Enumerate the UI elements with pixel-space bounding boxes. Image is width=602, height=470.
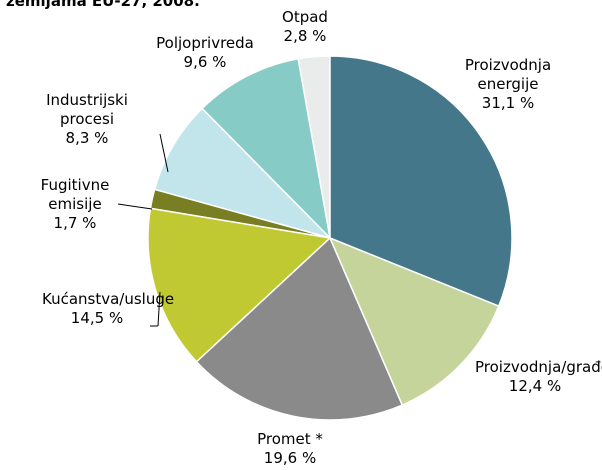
slice-label: Industrijski procesi 8,3 % xyxy=(32,91,142,148)
chart-title: zemljama EU-27, 2008. xyxy=(6,0,200,10)
pie-slice xyxy=(329,55,513,308)
slice-label: Promet * 19,6 % xyxy=(230,430,350,468)
pie-slice xyxy=(201,57,332,241)
slice-label: Otpad 2,8 % xyxy=(265,8,345,46)
category-label: Proizvodnja/građevina xyxy=(475,358,602,376)
leader-line xyxy=(159,133,169,173)
category-label: Promet * xyxy=(257,430,323,448)
category-label: Kućanstva/usluge xyxy=(42,290,175,308)
category-label: Proizvodnja energije xyxy=(464,56,552,93)
pie-slice xyxy=(147,207,332,363)
pie-slice xyxy=(153,107,333,240)
slice-label: Proizvodnja energije 31,1 % xyxy=(443,56,573,113)
value-label: 19,6 % xyxy=(263,449,317,467)
category-label: Otpad xyxy=(282,8,328,26)
pie-slice xyxy=(195,236,404,421)
slice-label: Proizvodnja/građevina12,4 % xyxy=(475,358,602,396)
value-label: 12,4 % xyxy=(508,377,562,395)
value-label: 14,5 % xyxy=(70,309,124,327)
slice-label: Fugitivne emisije 1,7 % xyxy=(20,176,130,233)
value-label: 8,3 % xyxy=(65,129,109,147)
category-label: Industrijski procesi xyxy=(46,91,128,128)
leader-line xyxy=(117,203,153,210)
value-label: 9,6 % xyxy=(183,53,227,71)
category-label: Poljoprivreda xyxy=(156,34,254,52)
pie-slice xyxy=(328,236,500,407)
value-label: 31,1 % xyxy=(481,94,535,112)
value-label: 2,8 % xyxy=(283,27,327,45)
leader-line xyxy=(157,291,161,327)
slice-label: Kućanstva/usluge 14,5 % xyxy=(42,290,175,328)
value-label: 1,7 % xyxy=(53,214,97,232)
category-label: Fugitivne emisije xyxy=(40,176,110,213)
slice-label: Poljoprivreda 9,6 % xyxy=(135,34,275,72)
